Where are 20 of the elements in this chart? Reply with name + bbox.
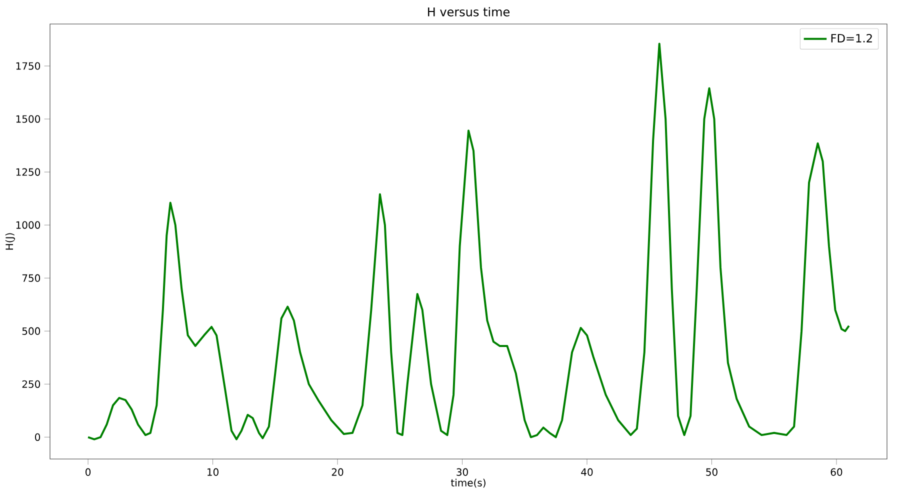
- x-axis-title: time(s): [450, 478, 486, 488]
- y-tick-label: 0: [35, 433, 40, 441]
- y-tick-label: 500: [22, 327, 40, 335]
- x-tick-label: 40: [581, 468, 593, 476]
- legend-label: FD=1.2: [831, 34, 872, 42]
- y-tick-label: 1500: [16, 115, 40, 123]
- x-tick-label: 30: [456, 468, 468, 476]
- x-tick-label: 20: [332, 468, 344, 476]
- line-series: [87, 42, 850, 440]
- y-tick-label: 1750: [16, 62, 40, 70]
- y-axis-title: H(J): [5, 233, 16, 250]
- chart-title: H versus time: [428, 7, 510, 16]
- x-tick-label: 60: [830, 468, 842, 476]
- y-tick-label: 1250: [16, 168, 40, 176]
- x-tick-label: 0: [86, 468, 91, 476]
- y-tick-label: 750: [22, 274, 40, 282]
- y-tick-label: 250: [22, 380, 40, 388]
- y-tick-label: 1000: [16, 221, 40, 229]
- x-tick-label: 10: [208, 468, 218, 476]
- x-tick-label: 50: [706, 468, 718, 476]
